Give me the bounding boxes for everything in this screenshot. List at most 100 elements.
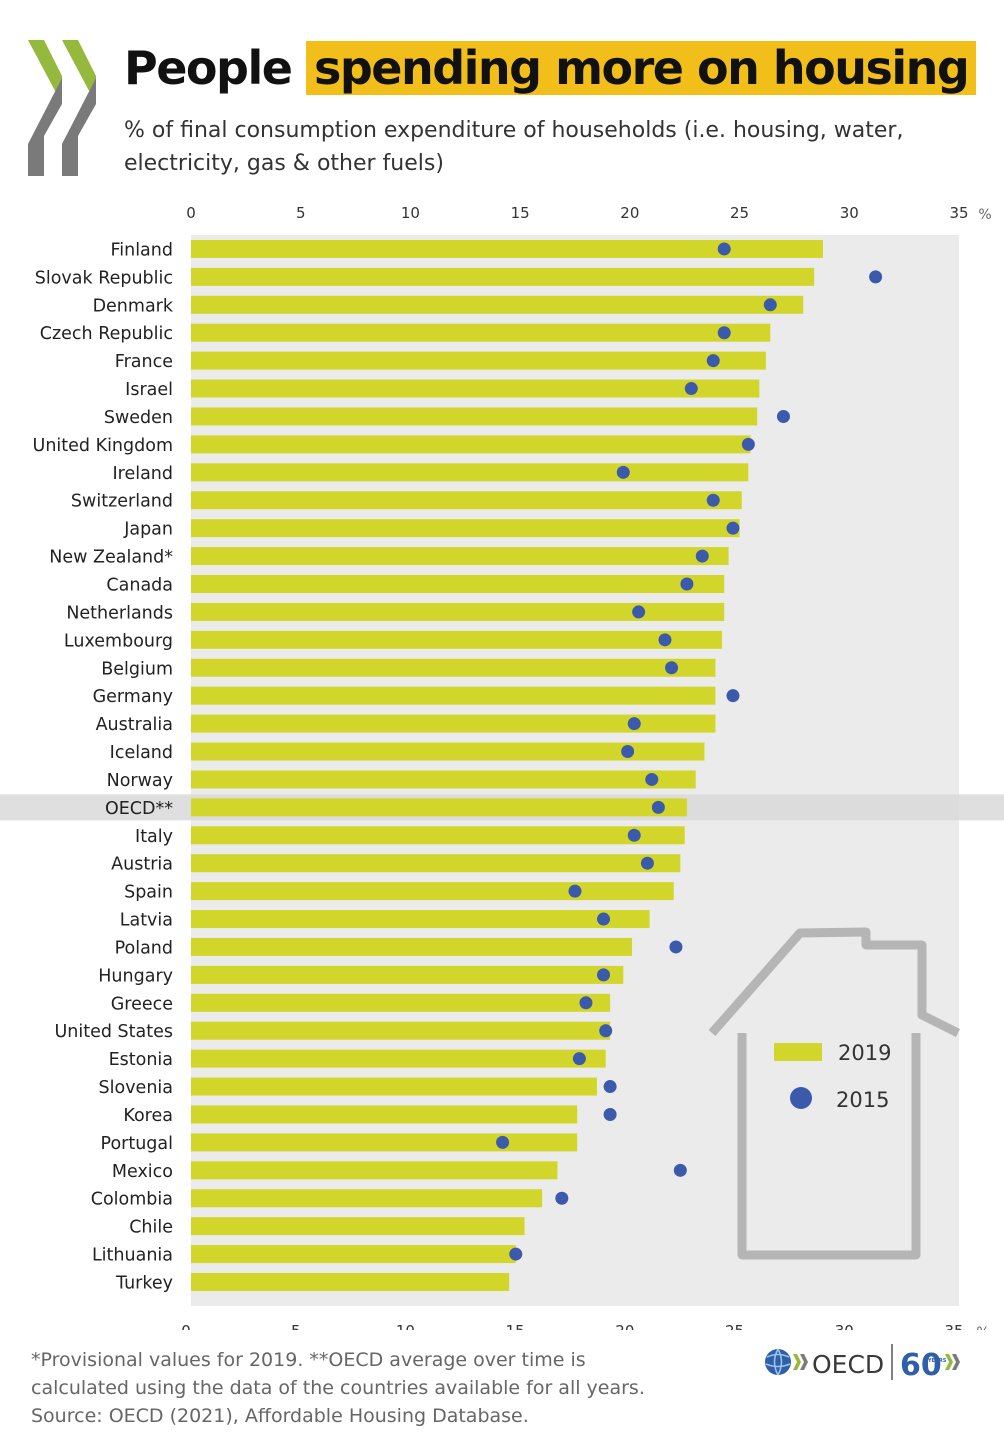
chart-subtitle: % of final consumption expenditure of ho… xyxy=(124,118,904,176)
title-highlight: spending more on housing xyxy=(305,41,977,95)
dot-2015 xyxy=(496,1135,510,1149)
logo-chevron-green-1 xyxy=(28,40,62,104)
oecd-wordmark: OECD xyxy=(812,1350,884,1379)
dot-2015 xyxy=(741,437,755,451)
bar-2019 xyxy=(191,547,729,566)
bar-2019 xyxy=(191,239,823,258)
bar-2019 xyxy=(191,1273,510,1291)
dot-2015 xyxy=(869,270,883,284)
dot-2015 xyxy=(658,633,672,647)
category-label: Belgium xyxy=(101,659,173,679)
bar-2019 xyxy=(191,323,771,342)
globe-lines xyxy=(765,1348,791,1376)
bar-2019 xyxy=(191,491,742,510)
dot-2015 xyxy=(597,968,611,982)
bar-2019 xyxy=(191,770,696,789)
housing-expenditure-chart: 0 0 5 5 10 10 15 15 20 20 25 25 30 30 35 35%% Finland Slo… xyxy=(0,204,1004,1330)
x-tick-label-bottom: 5 xyxy=(291,1322,301,1330)
dot-2015 xyxy=(665,661,679,675)
bar-2019 xyxy=(191,937,633,956)
bar-2019 xyxy=(191,1189,543,1208)
dot-2015 xyxy=(776,409,790,423)
x-tick-label-top: 0 xyxy=(186,204,196,222)
bar-2019 xyxy=(191,1021,611,1040)
legend-dot-swatch xyxy=(790,1087,812,1109)
bar-2019 xyxy=(191,1077,597,1096)
category-label: Japan xyxy=(123,520,173,540)
bar-2019 xyxy=(191,714,716,733)
bar-2019 xyxy=(191,435,751,454)
bar-2019 xyxy=(191,630,723,649)
category-label: Iceland xyxy=(110,743,173,763)
bar-2019 xyxy=(191,882,674,901)
bar-2019 xyxy=(191,1133,578,1152)
footnote: *Provisional values for 2019. **OECD ave… xyxy=(31,1346,671,1430)
bar-2019 xyxy=(191,602,725,621)
category-label: Switzerland xyxy=(71,492,173,512)
unit-label-top: % xyxy=(978,207,991,223)
dot-2015 xyxy=(684,382,698,396)
anniversary-number: 60 xyxy=(900,1348,942,1383)
oecd-chevron-logo-icon xyxy=(28,40,96,176)
dot-2015 xyxy=(555,1191,569,1205)
bar-2019 xyxy=(191,965,624,984)
legend-label-2019: 2019 xyxy=(838,1041,891,1065)
dot-2015 xyxy=(706,493,720,507)
dot-2015 xyxy=(627,828,641,842)
dot-2015 xyxy=(621,745,635,759)
bar-2019 xyxy=(191,463,749,482)
dot-2015 xyxy=(726,521,740,535)
bar-2019 xyxy=(191,854,681,873)
category-label: United Kingdom xyxy=(33,436,173,456)
category-label: Slovak Republic xyxy=(35,268,173,288)
category-label: Estonia xyxy=(109,1050,173,1070)
bar-2019 xyxy=(191,1049,606,1068)
category-label: Spain xyxy=(124,883,173,903)
category-label: Czech Republic xyxy=(40,324,173,344)
legend-bar-swatch xyxy=(774,1043,822,1061)
category-label: Latvia xyxy=(120,911,173,931)
category-label: Luxembourg xyxy=(64,631,173,651)
x-tick-label-top: 35 xyxy=(949,204,968,222)
category-label: Korea xyxy=(123,1106,173,1126)
category-label: United States xyxy=(54,1022,173,1042)
bar-2019 xyxy=(191,658,716,677)
category-label: Sweden xyxy=(104,408,173,428)
small-chevron-icon-2 xyxy=(800,1354,808,1370)
category-label: Mexico xyxy=(112,1162,173,1182)
category-label: Austria xyxy=(111,855,173,875)
category-label: Greece xyxy=(111,994,173,1014)
footnote-line-3: Source: OECD (2021), Affordable Housing … xyxy=(31,1405,529,1427)
dot-2015 xyxy=(603,1080,617,1094)
category-label: Lithuania xyxy=(92,1246,173,1266)
x-tick-label-top: 15 xyxy=(511,204,530,222)
category-label: Italy xyxy=(135,827,173,847)
legend-label-2015: 2015 xyxy=(836,1088,889,1112)
x-tick-label-bottom: 20 xyxy=(615,1322,634,1330)
dot-2015 xyxy=(645,772,659,786)
dot-2015 xyxy=(717,326,731,340)
logo-chevron-green-2 xyxy=(62,40,96,104)
category-label: Australia xyxy=(96,715,173,735)
category-label: France xyxy=(115,352,173,372)
dot-2015 xyxy=(603,1107,617,1121)
x-tick-label-top: 25 xyxy=(730,204,749,222)
bar-2019 xyxy=(191,1217,525,1236)
dot-2015 xyxy=(695,549,709,563)
dot-2015 xyxy=(509,1247,523,1261)
bar-2019 xyxy=(191,407,758,426)
category-label: Chile xyxy=(129,1218,173,1238)
footnote-line-2: calculated using the data of the countri… xyxy=(31,1377,645,1399)
dot-2015 xyxy=(627,717,641,731)
bar-2019 xyxy=(191,1245,516,1264)
page-title: People spending more on housing xyxy=(124,36,977,100)
dot-2015 xyxy=(717,242,731,256)
small-chevron-icon-3 xyxy=(945,1354,953,1370)
title-plain: People xyxy=(124,41,306,95)
category-label: Denmark xyxy=(93,296,174,316)
x-tick-label-bottom: 10 xyxy=(396,1322,415,1330)
bar-2019 xyxy=(191,686,716,705)
x-tick-label-bottom: 0 xyxy=(181,1322,191,1330)
logo-chevron-grey-2 xyxy=(62,78,96,176)
category-label: Slovenia xyxy=(99,1078,173,1098)
